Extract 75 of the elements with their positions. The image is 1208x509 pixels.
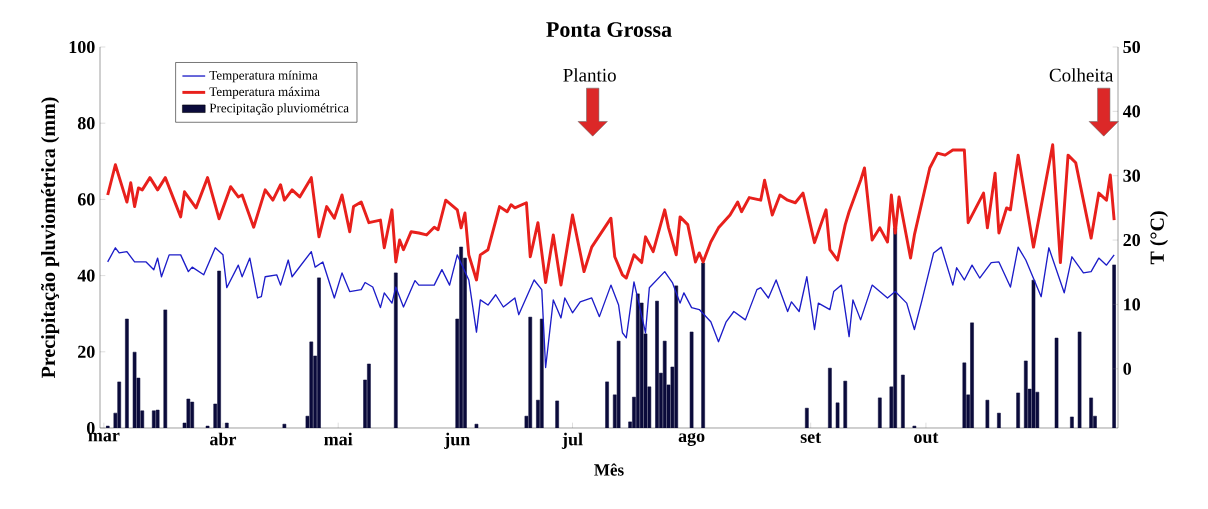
bar	[217, 270, 221, 428]
bar	[689, 331, 694, 428]
bar	[163, 309, 168, 428]
bar	[962, 362, 967, 428]
bar	[970, 322, 974, 428]
bar	[474, 423, 479, 428]
y2-tick-label: 50	[1123, 40, 1141, 54]
bar	[828, 367, 832, 428]
y-tick-label: 60	[77, 193, 95, 206]
y-tick-label: 80	[77, 117, 95, 130]
x-axis-title: Mês	[594, 463, 624, 476]
bar	[674, 285, 679, 428]
bar	[805, 407, 809, 428]
bar	[605, 381, 609, 428]
bar	[901, 374, 905, 428]
bar	[655, 300, 659, 428]
legend-label: Precipitação pluviométrica	[209, 103, 349, 116]
bar	[1077, 331, 1082, 428]
bar	[878, 397, 882, 428]
bar	[701, 262, 705, 428]
x-tick-label: abr	[210, 432, 237, 446]
bar	[224, 422, 229, 428]
y-tick-label: 100	[69, 40, 95, 54]
bar	[539, 318, 544, 428]
x-tick-label: jun	[444, 432, 470, 450]
y2-tick-label: 40	[1122, 105, 1141, 118]
annotation: Plantio	[563, 68, 616, 82]
bar	[190, 401, 195, 428]
line-series	[107, 246, 1115, 369]
bar	[985, 399, 990, 428]
bar	[155, 409, 160, 428]
bar	[394, 272, 398, 428]
bar	[528, 316, 533, 428]
x-tick-label: out	[914, 432, 939, 444]
bar	[125, 318, 129, 428]
bar	[1024, 360, 1028, 428]
y-tick-label: 20	[78, 345, 95, 358]
bar	[117, 381, 122, 428]
y-axis-title: Precipitação pluviométrica (mm)	[40, 97, 60, 379]
bar	[1070, 416, 1074, 428]
bar	[132, 351, 137, 428]
x-tick-label: mai	[324, 432, 353, 446]
bar	[662, 340, 667, 428]
y-tick-label: 40	[77, 269, 95, 282]
bar	[1016, 392, 1020, 428]
bar	[1054, 337, 1059, 428]
x-tick-label: mar	[88, 432, 120, 442]
y2-tick-label: 10	[1124, 298, 1141, 311]
bar	[835, 402, 840, 428]
legend-label: Temperatura máxima	[209, 86, 320, 99]
bar	[1112, 264, 1116, 428]
legend-label: Temperatura mínima	[209, 70, 318, 83]
annotation: Colheita	[1049, 68, 1114, 82]
bar	[1089, 397, 1093, 428]
bar	[309, 341, 314, 428]
x-tick-label: ago	[678, 432, 705, 446]
bar	[1031, 279, 1036, 428]
line-series	[106, 143, 1116, 287]
bar	[282, 423, 287, 428]
bar	[997, 412, 1001, 428]
bar	[317, 277, 321, 428]
y2-tick-label: 30	[1123, 169, 1141, 182]
bar	[367, 363, 371, 428]
x-tick-label: set	[800, 432, 822, 443]
bar	[843, 380, 848, 428]
chart-title: Ponta Grossa	[546, 22, 672, 37]
bar	[616, 340, 621, 428]
bar	[459, 246, 463, 428]
y2-tick-label: 20	[1123, 233, 1141, 247]
y2-tick-label: 0	[1123, 362, 1132, 375]
x-tick-label: jul	[561, 432, 583, 450]
bar	[555, 400, 559, 428]
y-tick-label: 0	[86, 421, 95, 435]
y2-axis-title: T (°C)	[1149, 211, 1169, 265]
bar	[186, 398, 191, 428]
